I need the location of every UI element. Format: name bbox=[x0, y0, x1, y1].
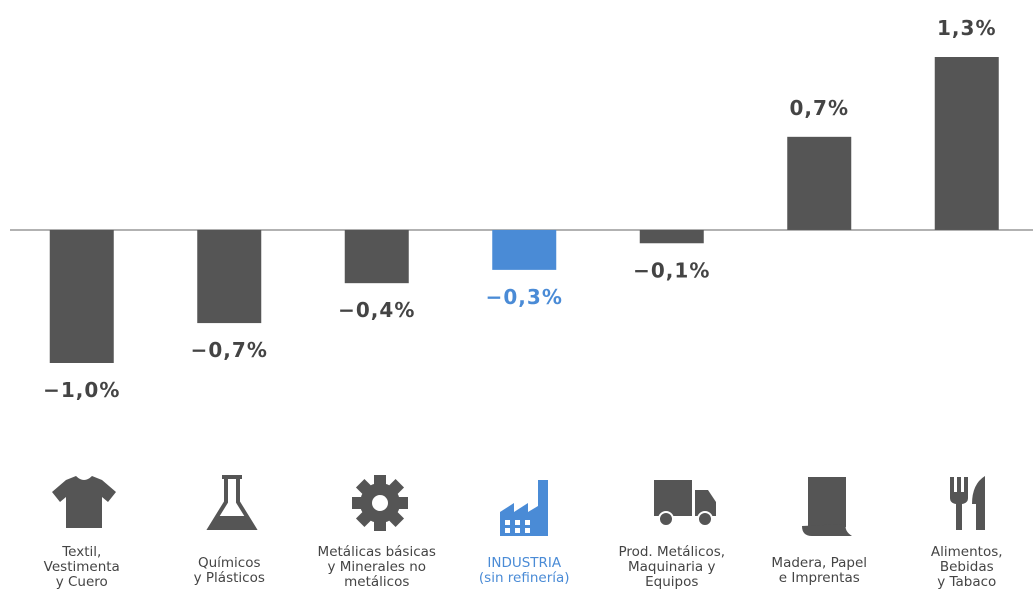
bar bbox=[934, 57, 999, 230]
icon-paper bbox=[802, 477, 852, 536]
value-label: −0,7% bbox=[191, 338, 268, 362]
value-label: −0,3% bbox=[486, 285, 563, 309]
icon-shirt bbox=[52, 476, 116, 528]
icon-flask-fill bbox=[212, 516, 252, 526]
bar bbox=[787, 136, 852, 230]
bar bbox=[49, 229, 114, 363]
icon-factory bbox=[500, 480, 548, 536]
category-label: Textil, Vestimenta y Cuero bbox=[43, 544, 120, 590]
category-label: Metálicas básicas y Minerales no metálic… bbox=[317, 544, 436, 590]
value-label: −0,1% bbox=[633, 258, 710, 282]
category-label: Químicos y Plásticos bbox=[193, 555, 265, 586]
icons bbox=[52, 475, 985, 536]
category-label: INDUSTRIA (sin refinería) bbox=[478, 555, 570, 586]
bar bbox=[639, 229, 704, 244]
bar bbox=[344, 229, 409, 284]
value-label: −1,0% bbox=[43, 378, 120, 402]
icon-cutlery bbox=[950, 476, 985, 530]
category-label: Madera, Papel e Imprentas bbox=[771, 555, 868, 586]
bar bbox=[492, 229, 557, 270]
icon-gear bbox=[352, 475, 408, 531]
category-label: Alimentos, Bebidas y Tabaco bbox=[930, 544, 1003, 590]
icon-truck bbox=[654, 480, 716, 527]
icon-flask bbox=[206, 475, 258, 530]
value-label: 1,3% bbox=[937, 16, 996, 40]
value-label: −0,4% bbox=[338, 298, 415, 322]
category-label: Prod. Metálicos, Maquinaria y Equipos bbox=[618, 544, 726, 590]
value-label: 0,7% bbox=[790, 96, 849, 120]
bar bbox=[197, 229, 262, 324]
